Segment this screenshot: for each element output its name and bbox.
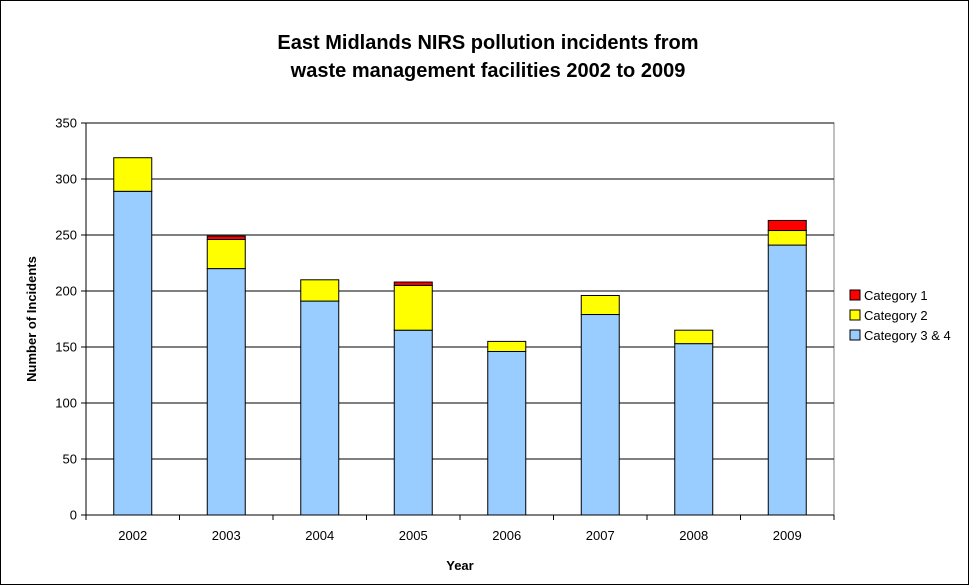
bar-2004-category-3-4 xyxy=(300,300,340,516)
y-tick-label: 0 xyxy=(70,508,77,523)
y-axis-title: Number of Incidents xyxy=(24,256,39,382)
chart-title-line-2: waste management facilities 2002 to 2009 xyxy=(290,60,686,82)
x-tick-label: 2009 xyxy=(773,528,802,543)
legend-swatch xyxy=(849,309,861,321)
bar-2009-category-3-4 xyxy=(767,244,807,516)
x-tick-label: 2008 xyxy=(679,528,708,543)
bar-2008-category-3-4 xyxy=(674,343,714,516)
x-tick-label: 2005 xyxy=(399,528,428,543)
legend-label: Category 1 xyxy=(864,288,928,303)
bar-2006-category-3-4 xyxy=(487,350,527,516)
bar-2008-category-2 xyxy=(674,329,714,345)
legend-label: Category 3 & 4 xyxy=(864,328,951,343)
chart-title-line-1: East Midlands NIRS pollution incidents f… xyxy=(277,32,698,54)
bar-2003-category-2 xyxy=(206,238,246,270)
legend-swatch xyxy=(849,329,861,341)
bar-2009-category-1 xyxy=(767,219,807,232)
x-tick-label: 2007 xyxy=(586,528,615,543)
bar-2009-category-2 xyxy=(767,230,807,246)
bar-2005-category-2 xyxy=(393,284,433,331)
plot-background xyxy=(85,122,835,516)
bar-2007-category-2 xyxy=(580,294,620,316)
bar-2003-category-3-4 xyxy=(206,268,246,516)
bar-2007-category-3-4 xyxy=(580,314,620,516)
bar-2002-category-2 xyxy=(113,157,153,192)
x-tick-label: 2004 xyxy=(305,528,334,543)
plot-area: 0 50 100 150 200 250 300 350 2002 2003 2004 2005 200… xyxy=(24,116,835,573)
bar-2004-category-2 xyxy=(300,279,340,302)
y-tick-label: 250 xyxy=(55,228,77,243)
bar-2002-category-3-4 xyxy=(113,190,153,516)
bar-2005-category-3-4 xyxy=(393,329,433,516)
x-tick-label: 2002 xyxy=(118,528,147,543)
y-tick-label: 350 xyxy=(55,116,77,131)
y-tick-label: 150 xyxy=(55,340,77,355)
x-tick-label: 2006 xyxy=(492,528,521,543)
x-axis-title: Year xyxy=(446,558,473,573)
legend: Category 1 Category 2 Category 3 & 4 xyxy=(849,288,951,343)
y-tick-label: 50 xyxy=(63,452,77,467)
bar-2005-category-1 xyxy=(393,281,433,286)
x-tick-label: 2003 xyxy=(212,528,241,543)
bar-2006-category-2 xyxy=(487,340,527,352)
legend-label: Category 2 xyxy=(864,308,928,323)
bar-2003-category-1 xyxy=(206,235,246,240)
y-tick-label: 200 xyxy=(55,284,77,299)
y-tick-label: 300 xyxy=(55,172,77,187)
legend-swatch xyxy=(849,289,861,301)
y-tick-label: 100 xyxy=(55,396,77,411)
